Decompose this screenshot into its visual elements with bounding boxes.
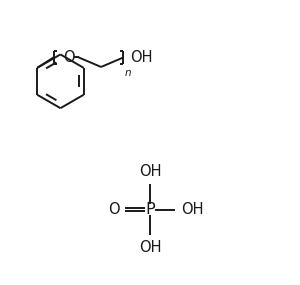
Text: OH: OH	[139, 164, 161, 179]
Text: OH: OH	[181, 202, 203, 217]
Text: O: O	[63, 50, 75, 65]
Text: OH: OH	[130, 50, 152, 65]
Text: OH: OH	[139, 241, 161, 255]
Text: O: O	[108, 202, 119, 217]
Text: P: P	[145, 202, 155, 217]
Text: n: n	[125, 68, 132, 78]
